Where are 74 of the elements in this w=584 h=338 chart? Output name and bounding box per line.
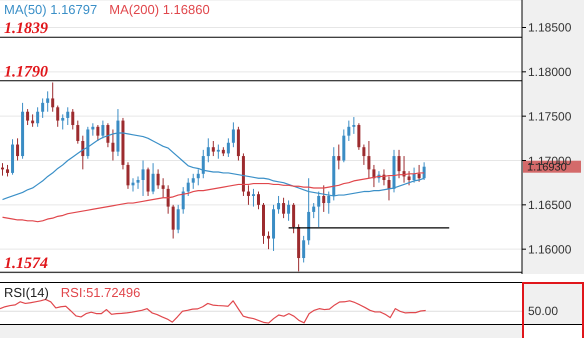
candlestick xyxy=(126,162,130,190)
ref-line-label: 1.1790 xyxy=(4,64,48,81)
candlestick xyxy=(277,195,280,214)
candlestick xyxy=(322,184,326,212)
candlestick xyxy=(56,105,60,128)
candlestick xyxy=(252,188,255,208)
candlestick xyxy=(26,108,30,126)
candlestick xyxy=(398,149,401,179)
candlestick xyxy=(352,116,356,134)
candlestick xyxy=(412,167,416,184)
chart-title: RSI(14) xyxy=(4,285,49,300)
candlestick xyxy=(76,120,80,144)
candlestick xyxy=(142,160,145,196)
candlestick xyxy=(16,138,20,161)
candlestick xyxy=(31,114,34,128)
candlestick xyxy=(292,202,296,234)
candlestick xyxy=(162,178,165,198)
candlestick xyxy=(347,120,350,142)
ref-line-label: 50.00 xyxy=(528,304,558,318)
ref-line-label: 1.1574 xyxy=(4,255,48,272)
candlestick xyxy=(206,138,210,163)
candlestick xyxy=(81,135,84,170)
candlestick xyxy=(106,122,110,148)
text: MA(200) 1.16860 xyxy=(109,2,210,17)
candlestick xyxy=(418,164,421,182)
candlestick xyxy=(111,128,114,161)
candlestick xyxy=(66,106,70,126)
candlestick xyxy=(136,176,140,190)
candlestick xyxy=(146,167,150,196)
candlestick xyxy=(46,90,50,112)
candlestick xyxy=(152,162,155,195)
candlestick xyxy=(156,168,160,190)
candlestick xyxy=(387,176,390,201)
candlestick xyxy=(182,186,185,214)
y-tick-label: 1.17500 xyxy=(528,109,572,124)
candlestick xyxy=(186,178,190,196)
y-tick-label: 1.16500 xyxy=(528,198,572,212)
candlestick xyxy=(166,184,170,214)
candlestick xyxy=(337,144,340,170)
candlestick xyxy=(202,149,205,179)
candlestick xyxy=(36,106,40,128)
candlestick xyxy=(357,122,360,150)
candlestick xyxy=(96,124,100,142)
candlestick xyxy=(192,173,195,190)
candlestick xyxy=(226,138,230,158)
annotation: RSI:51.72496 xyxy=(60,285,140,300)
candlestick xyxy=(267,230,270,250)
ref-line-label: 1.1839 xyxy=(4,20,48,38)
candlestick xyxy=(312,202,316,219)
candlestick xyxy=(282,197,286,219)
candlestick xyxy=(408,170,411,186)
candlestick xyxy=(302,235,306,263)
candlestick xyxy=(246,184,250,206)
candlestick xyxy=(71,108,74,130)
text: MA(50) 1.16797 xyxy=(4,2,98,17)
candlestick xyxy=(212,140,215,157)
candlestick xyxy=(367,140,370,179)
candlestick xyxy=(176,204,180,234)
candlestick xyxy=(1,162,4,176)
y-tick-label: 1.18500 xyxy=(528,20,572,35)
candlestick xyxy=(287,200,290,222)
candlestick xyxy=(362,144,366,166)
candlestick xyxy=(132,178,134,192)
candlestick xyxy=(6,164,10,177)
y-tick-label: 1.16000 xyxy=(528,242,572,256)
candlestick xyxy=(61,114,64,130)
y-tick-label: 1.18000 xyxy=(528,65,572,80)
candlestick xyxy=(91,122,94,136)
candlestick xyxy=(256,191,260,210)
candlestick xyxy=(51,82,54,112)
candlestick xyxy=(232,122,235,148)
candlestick xyxy=(196,168,200,186)
candlestick xyxy=(172,204,175,240)
candlestick xyxy=(41,98,44,118)
